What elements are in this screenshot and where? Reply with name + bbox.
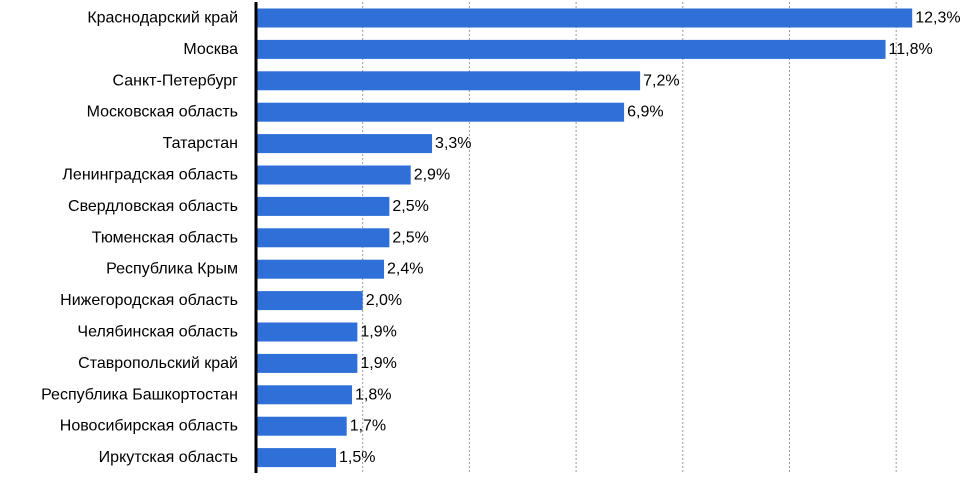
value-label-5: 2,9% [414, 167, 450, 184]
bars [256, 8, 913, 468]
category-label-4: Татарстан [163, 135, 238, 152]
category-label-12: Республика Башкортостан [41, 386, 238, 403]
bar-9 [256, 291, 363, 311]
value-label-3: 6,9% [627, 104, 663, 121]
value-label-0: 12,3% [915, 10, 960, 27]
bar-14 [256, 448, 337, 468]
category-label-1: Москва [183, 41, 238, 58]
bar-10 [256, 322, 358, 342]
category-labels: Краснодарский край Москва Санкт-Петербург М… [41, 10, 238, 467]
category-label-5: Ленинградская область [62, 167, 238, 184]
value-label-13: 1,7% [350, 418, 386, 435]
value-labels: 12,3% 11,8% 7,2% 6,9% 3,3% 2,9% 2,5% 2,5% 2,4% 2,… [339, 10, 961, 467]
value-label-7: 2,5% [392, 229, 428, 246]
bar-11 [256, 353, 358, 373]
category-label-0: Краснодарский край [87, 10, 238, 27]
value-label-2: 7,2% [643, 72, 679, 89]
value-label-14: 1,5% [339, 449, 375, 466]
value-label-9: 2,0% [366, 292, 402, 309]
value-label-11: 1,9% [360, 355, 396, 372]
bar-1 [256, 39, 886, 59]
bar-0 [256, 8, 913, 28]
value-label-10: 1,9% [360, 324, 396, 341]
value-label-6: 2,5% [392, 198, 428, 215]
bar-4 [256, 134, 433, 154]
bar-12 [256, 385, 353, 405]
category-label-11: Ставропольский край [78, 355, 238, 372]
value-label-8: 2,4% [387, 261, 423, 278]
bar-6 [256, 196, 390, 216]
bar-13 [256, 416, 347, 436]
category-label-14: Иркутская область [99, 449, 238, 466]
category-label-8: Республика Крым [106, 261, 238, 278]
value-label-12: 1,8% [355, 386, 391, 403]
bar-7 [256, 228, 390, 248]
bar-2 [256, 71, 641, 91]
category-label-6: Свердловская область [68, 198, 238, 215]
category-label-10: Челябинская область [77, 324, 238, 341]
category-label-9: Нижегородская область [60, 292, 238, 309]
gridlines [362, 2, 897, 473]
bar-3 [256, 102, 625, 122]
value-label-1: 11,8% [889, 41, 933, 58]
category-label-7: Тюменская область [92, 229, 238, 246]
value-label-4: 3,3% [435, 135, 471, 152]
category-label-3: Московская область [87, 104, 238, 121]
bar-5 [256, 165, 411, 185]
category-label-13: Новосибирская область [60, 418, 238, 435]
bar-8 [256, 259, 385, 279]
category-label-2: Санкт-Петербург [113, 72, 239, 89]
